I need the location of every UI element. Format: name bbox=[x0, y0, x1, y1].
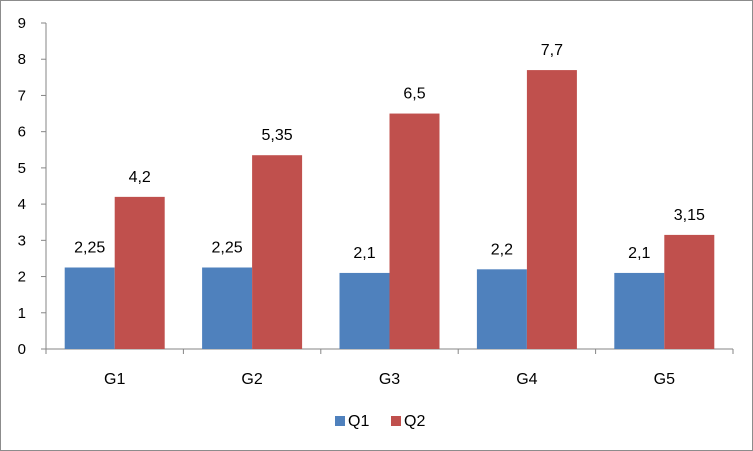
y-tick-label: 7 bbox=[18, 87, 26, 104]
category-label: G4 bbox=[516, 371, 537, 388]
bar-q1-g1 bbox=[64, 267, 115, 349]
bar-q2-g1 bbox=[114, 196, 165, 349]
legend-swatch-q1 bbox=[335, 416, 345, 426]
category-label: G5 bbox=[654, 371, 675, 388]
category-label: G3 bbox=[379, 371, 400, 388]
legend-label: Q2 bbox=[404, 413, 425, 430]
y-tick-label: 5 bbox=[18, 160, 26, 177]
bar-q2-g2 bbox=[252, 155, 303, 349]
legend-label: Q1 bbox=[348, 413, 369, 430]
data-label: 2,25 bbox=[212, 240, 243, 257]
data-label: 2,1 bbox=[628, 245, 650, 262]
bar-q2-g5 bbox=[664, 234, 715, 349]
legend-swatch-q2 bbox=[391, 416, 401, 426]
category-label: G2 bbox=[241, 371, 262, 388]
y-tick-label: 1 bbox=[18, 305, 26, 322]
data-label: 4,2 bbox=[129, 169, 151, 186]
y-tick-label: 9 bbox=[18, 15, 26, 32]
data-label: 2,2 bbox=[491, 241, 513, 258]
bar-q2-g3 bbox=[389, 113, 440, 349]
bar-q1-g2 bbox=[202, 267, 253, 349]
y-tick-label: 8 bbox=[18, 51, 26, 68]
data-label: 6,5 bbox=[403, 86, 425, 103]
y-tick-label: 0 bbox=[18, 341, 26, 358]
data-label: 7,7 bbox=[541, 42, 563, 59]
bar-q1-g3 bbox=[339, 272, 390, 349]
y-tick-label: 2 bbox=[18, 269, 26, 286]
y-tick-label: 6 bbox=[18, 124, 26, 141]
bar-q1-g4 bbox=[476, 269, 527, 349]
data-label: 3,15 bbox=[674, 207, 705, 224]
y-tick-label: 4 bbox=[18, 196, 26, 213]
bar-q2-g4 bbox=[526, 70, 577, 349]
y-tick-label: 3 bbox=[18, 232, 26, 249]
category-label: G1 bbox=[104, 371, 125, 388]
bar-q1-g5 bbox=[614, 272, 665, 349]
data-label: 5,35 bbox=[262, 127, 293, 144]
data-label: 2,25 bbox=[74, 240, 105, 257]
data-label: 2,1 bbox=[353, 245, 375, 262]
